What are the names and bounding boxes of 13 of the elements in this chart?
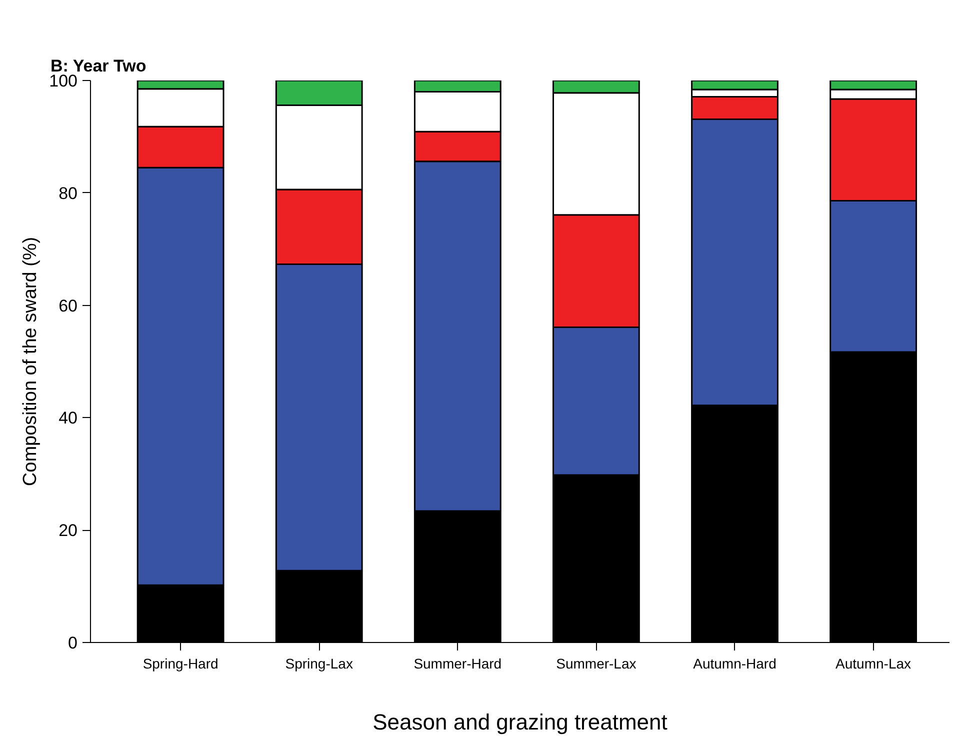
x-tick-label: Spring-Hard (142, 656, 218, 672)
x-tick-label: Autumn-Hard (693, 656, 776, 672)
y-tick-label: 80 (58, 184, 78, 203)
y-tick-label: 20 (58, 521, 78, 540)
x-tick-label: Spring-Lax (285, 656, 353, 672)
y-axis-title: Composition of the sward (%) (20, 236, 42, 486)
x-tick-label: Summer-Hard (414, 656, 502, 672)
x-tick-label: Autumn-Lax (836, 656, 912, 672)
x-axis-title: Season and grazing treatment (372, 710, 668, 734)
y-tick-label: 0 (68, 634, 78, 652)
y-tick-label: 60 (58, 296, 78, 316)
y-tick-label: 40 (58, 408, 78, 428)
x-tick-label: Summer-Lax (556, 656, 636, 672)
